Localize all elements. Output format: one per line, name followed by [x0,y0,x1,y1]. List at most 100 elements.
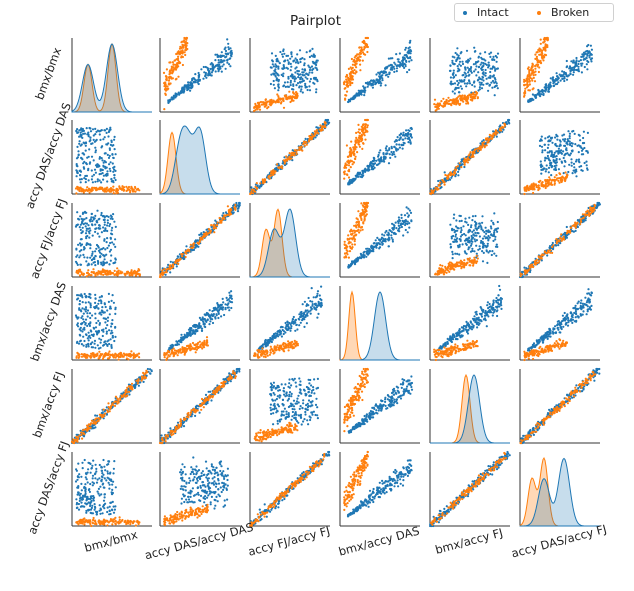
point-intact [91,142,94,145]
point-intact [289,79,292,82]
point-intact [388,153,391,156]
point-intact [473,80,476,83]
point-broken [187,249,190,252]
point-broken [165,68,168,71]
point-broken [78,274,82,277]
point-broken [361,147,364,150]
point-intact [384,147,387,150]
point-broken [528,79,531,83]
point-intact [96,180,99,183]
panel-1-5 [519,120,600,196]
point-intact [378,247,381,250]
point-intact [382,152,385,155]
point-intact [381,243,384,246]
point-intact [583,65,586,69]
point-intact [488,83,492,86]
panel-0-0 [71,38,152,113]
point-intact [114,178,117,182]
point-intact [380,82,383,85]
point-broken [547,184,550,187]
point-broken [353,68,356,72]
point-broken [358,55,361,58]
point-intact [112,170,115,173]
point-broken [350,57,353,61]
point-broken [288,152,291,155]
point-intact [296,53,299,56]
point-intact [191,249,194,252]
point-intact [407,51,410,54]
point-intact [557,152,560,155]
point-intact [473,238,476,241]
point-broken [305,143,308,146]
point-intact [286,81,289,84]
point-intact [577,144,580,147]
point-intact [461,74,464,77]
point-broken [503,124,506,127]
point-intact [370,166,373,169]
point-broken [80,271,83,274]
point-intact [473,46,476,49]
point-intact [468,73,471,76]
point-intact [492,74,495,77]
point-broken [473,97,477,100]
point-intact [227,48,230,51]
point-intact [256,184,259,187]
point-intact [456,244,460,247]
point-intact [187,81,190,84]
point-intact [489,51,493,54]
point-broken [352,161,355,164]
point-intact [401,147,404,150]
point-intact [572,162,576,165]
point-broken [345,144,348,147]
point-broken [366,205,369,208]
point-broken [470,156,473,159]
point-intact [85,127,88,130]
point-broken [92,271,95,274]
point-intact [552,160,555,163]
point-intact [394,63,397,66]
point-intact [548,83,552,86]
point-broken [118,186,121,189]
point-broken [177,75,180,78]
point-broken [345,84,348,87]
point-broken [125,189,128,192]
point-intact [580,165,583,168]
point-intact [347,100,350,104]
point-intact [98,157,101,160]
point-intact [111,241,114,244]
point-intact [481,241,484,244]
point-intact [406,212,409,215]
point-intact [390,66,394,69]
point-intact [562,138,565,141]
point-intact [473,250,476,253]
point-intact [408,60,411,63]
point-intact [370,82,373,85]
point-broken [295,93,298,96]
point-broken [343,80,346,83]
point-broken [120,187,124,190]
point-intact [94,223,97,226]
point-intact [217,70,220,73]
point-intact [316,80,319,83]
point-broken [181,52,184,55]
point-intact [371,86,374,89]
point-broken [115,192,118,195]
point-intact [294,67,297,70]
point-broken [538,53,541,56]
point-broken [345,78,348,81]
point-intact [79,134,82,137]
point-intact [298,80,302,84]
point-intact [538,144,542,147]
point-intact [454,240,458,243]
point-broken [538,61,541,64]
point-intact [477,232,480,235]
point-intact [289,57,292,60]
point-intact [586,68,589,71]
point-broken [261,178,264,181]
point-intact [101,168,104,172]
point-intact [108,147,111,150]
point-broken [269,174,272,177]
point-intact [308,89,312,92]
point-intact [76,156,79,159]
point-broken [432,191,435,194]
